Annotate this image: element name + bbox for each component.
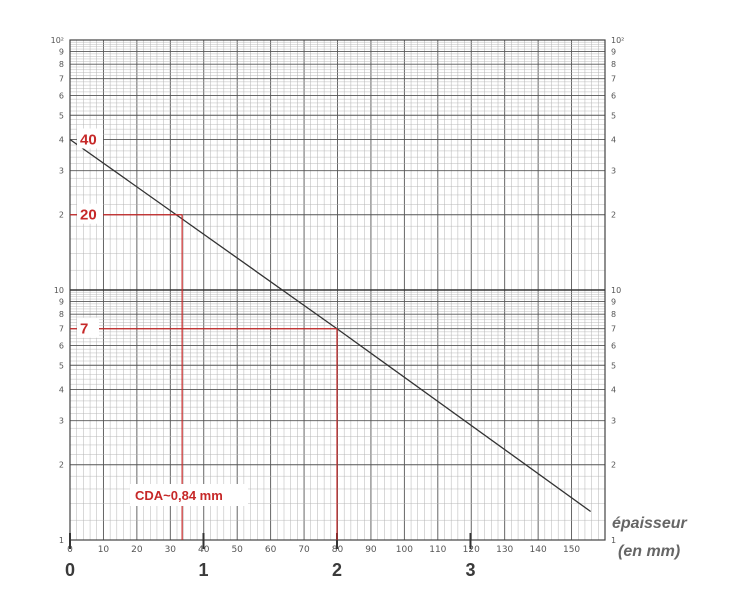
- right-y-tick-label: 6: [611, 91, 616, 100]
- value-label: 20: [80, 207, 97, 224]
- left-y-tick-label: 5: [59, 361, 64, 370]
- left-y-tick-label: 3: [59, 167, 64, 176]
- paper-x-tick-label: 30: [165, 545, 177, 555]
- mm-tick-label: 3: [465, 560, 475, 580]
- left-y-tick-label: 4: [59, 135, 64, 144]
- left-y-tick-label: 2: [59, 461, 64, 470]
- left-y-tick-label: 8: [59, 60, 64, 69]
- paper-x-tick-label: 50: [231, 545, 243, 555]
- left-y-tick-label: 8: [59, 310, 64, 319]
- paper-x-tick-label: 40: [198, 545, 210, 555]
- right-y-tick-label: 10²: [611, 36, 624, 45]
- left-y-tick-label: 10: [54, 286, 64, 295]
- right-y-tick-label: 7: [611, 325, 616, 334]
- paper-x-tick-label: 10: [98, 545, 110, 555]
- paper-x-tick-labels: 0 10 20 30 40 50 60 70 80 90 100 110 120 130 140 150: [67, 545, 580, 555]
- right-y-tick-label: 10: [611, 286, 621, 295]
- right-y-tick-label: 7: [611, 75, 616, 84]
- right-y-tick-label: 4: [611, 385, 616, 394]
- result-label-bg: [130, 484, 248, 506]
- x-axis-title-line1: épaisseur: [612, 515, 687, 532]
- paper-x-tick-label: 0: [67, 545, 73, 555]
- annotation-layer: 40 20 7 CDA~0,84 mm: [70, 128, 338, 540]
- right-y-tick-label: 9: [611, 47, 616, 56]
- left-y-tick-label: 2: [59, 211, 64, 220]
- right-y-tick-label: 3: [611, 167, 616, 176]
- paper-x-tick-label: 70: [298, 545, 310, 555]
- paper-x-tick-label: 110: [429, 545, 446, 555]
- value-label: 40: [80, 131, 97, 148]
- right-y-tick-label: 8: [611, 310, 616, 319]
- paper-x-tick-label: 90: [365, 545, 377, 555]
- right-y-tick-label: 6: [611, 341, 616, 350]
- right-y-tick-label: 1: [611, 536, 616, 545]
- left-y-tick-label: 7: [59, 75, 64, 84]
- right-y-tick-label: 3: [611, 417, 616, 426]
- right-y-tick-label: 5: [611, 111, 616, 120]
- paper-x-tick-label: 130: [496, 545, 513, 555]
- right-y-tick-label: 2: [611, 211, 616, 220]
- mm-tick-label: 0: [65, 560, 75, 580]
- left-y-tick-label: 9: [59, 297, 64, 306]
- paper-x-tick-label: 100: [396, 545, 413, 555]
- paper-x-tick-label: 60: [265, 545, 277, 555]
- left-y-tick-label: 5: [59, 111, 64, 120]
- left-y-tick-label: 7: [59, 325, 64, 334]
- left-y-tick-label: 1: [59, 536, 64, 545]
- right-y-tick-labels: 10² 9 8 7 6 5 4 3 2 10 9 8 7 6 5 4 3 2 1: [611, 36, 624, 545]
- right-y-tick-label: 2: [611, 461, 616, 470]
- left-y-tick-labels: 10² 9 8 7 6 5 4 3 2 10 9 8 7 6 5 4 3 2 1: [51, 36, 64, 545]
- left-y-tick-label: 4: [59, 385, 64, 394]
- paper-x-tick-label: 80: [332, 545, 344, 555]
- x-axis-title-line2: (en mm): [618, 543, 680, 560]
- left-y-tick-label: 3: [59, 417, 64, 426]
- value-label-bg: [77, 203, 103, 224]
- right-y-tick-label: 4: [611, 135, 616, 144]
- right-y-tick-label: 8: [611, 60, 616, 69]
- mm-tick-label: 2: [332, 560, 342, 580]
- result-label: CDA~0,84 mm: [135, 488, 223, 503]
- paper-x-tick-label: 150: [563, 545, 580, 555]
- paper-x-tick-label: 140: [530, 545, 547, 555]
- left-y-tick-label: 9: [59, 47, 64, 56]
- left-y-tick-label: 10²: [51, 36, 64, 45]
- left-y-tick-label: 6: [59, 91, 64, 100]
- value-label-bg: [77, 128, 103, 149]
- value-label: 7: [80, 321, 88, 338]
- paper-x-tick-label: 20: [131, 545, 143, 555]
- value-label-bg: [77, 317, 99, 338]
- right-y-tick-label: 5: [611, 361, 616, 370]
- x-axis-title: épaisseur (en mm): [612, 515, 687, 560]
- left-y-tick-label: 6: [59, 341, 64, 350]
- mm-tick-label: 1: [198, 560, 208, 580]
- paper-x-tick-label: 120: [463, 545, 480, 555]
- right-y-tick-label: 9: [611, 297, 616, 306]
